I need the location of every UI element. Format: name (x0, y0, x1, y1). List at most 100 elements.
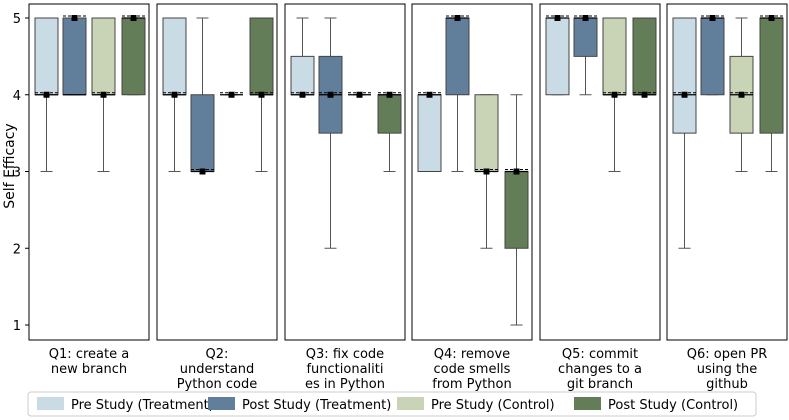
box-iqr (290, 55, 315, 96)
y-axis-ticks: 1 2 3 4 5 (13, 12, 29, 334)
panel-label-line: es in Python (305, 377, 385, 392)
box-3 (91, 17, 116, 172)
box-3 (474, 94, 499, 249)
mean-marker (71, 15, 78, 21)
mean-marker (299, 91, 306, 98)
mean-marker (709, 15, 716, 21)
panel-label: Q5: commit changes to a git branch (558, 347, 642, 392)
y-tick-label: 3 (13, 166, 21, 181)
y-tick-label: 4 (13, 89, 21, 104)
legend-label: Post Study (Control) (608, 398, 738, 413)
panel-5: Q5: commit changes to a git branch (539, 3, 661, 392)
legend-entry: Post Study (Treatment) (208, 397, 391, 413)
panel-frame (28, 3, 150, 341)
legend-swatch (37, 397, 64, 410)
panel-label-line: using the (697, 362, 758, 377)
box-2 (62, 15, 87, 96)
panel-frame (666, 3, 788, 341)
mean-marker (130, 15, 137, 21)
panel-label-line: git branch (567, 377, 633, 392)
mean-marker (454, 15, 461, 21)
box-1 (162, 17, 187, 172)
mean-marker (582, 15, 589, 21)
panel-label-line: Q5: commit (562, 347, 638, 362)
box-iqr (672, 17, 697, 134)
box-1 (417, 91, 442, 172)
mean-marker (738, 91, 745, 98)
box-iqr (504, 171, 529, 249)
mean-marker (100, 91, 107, 98)
box-iqr (573, 17, 598, 57)
legend: Pre Study (Treatment) Post Study (Treatme… (27, 391, 757, 417)
panel-label: Q3: fix code functionaliti es in Python (305, 347, 385, 392)
box-iqr (445, 17, 470, 96)
mean-marker (483, 168, 490, 175)
box-iqr (632, 17, 657, 96)
box-1 (545, 15, 570, 96)
panel-frame (539, 3, 661, 341)
panel-label-line: github (706, 377, 748, 392)
panel-frame (411, 3, 533, 341)
mean-marker (513, 168, 520, 175)
panel-label-line: changes to a (558, 362, 642, 377)
box-2 (573, 15, 598, 96)
legend-entry: Pre Study (Treatment) (37, 397, 214, 413)
box-1 (672, 17, 697, 249)
mean-marker (228, 91, 235, 98)
panel-frame (284, 3, 406, 341)
panel-1: Q1: create a new branch (28, 3, 150, 377)
chart-panels: Q1: create a new branch Q2: understand Pytho… (28, 3, 788, 407)
box-iqr (759, 17, 784, 134)
box-2 (700, 15, 725, 96)
box-4 (632, 17, 657, 98)
mean-marker (199, 168, 206, 175)
panel-label-line: Q4: remove (434, 347, 510, 362)
box-iqr (474, 94, 499, 172)
y-axis-label: Self Efficacy (2, 123, 18, 208)
mean-marker (386, 91, 393, 98)
panel-label-line: Q1: create a (49, 347, 129, 362)
box-4 (249, 17, 274, 172)
legend-swatch (208, 397, 235, 410)
box-iqr (121, 17, 146, 96)
box-iqr (34, 17, 59, 96)
panel-label-line: code smells (434, 362, 511, 377)
box-1 (34, 17, 59, 172)
panel-label-line: Q6: open PR (687, 347, 767, 362)
box-iqr (249, 17, 274, 96)
box-iqr (545, 17, 570, 96)
legend-label: Pre Study (Treatment) (71, 398, 214, 413)
box-2 (445, 15, 470, 172)
y-tick-label: 2 (13, 242, 21, 257)
legend-label: Pre Study (Control) (431, 398, 555, 413)
box-3 (602, 17, 627, 172)
box-iqr (417, 94, 442, 172)
box-2 (318, 17, 343, 249)
box-2 (190, 17, 215, 175)
panel-label-line: Q2: (206, 347, 229, 362)
panel-label: Q2: understand Python code (177, 347, 258, 392)
mean-marker (641, 91, 648, 98)
panel-label-line: understand (180, 362, 254, 377)
box-4 (121, 15, 146, 96)
mean-marker (611, 91, 618, 98)
box-iqr (62, 17, 87, 96)
panel-label-line: Q3: fix code (306, 347, 384, 362)
legend-swatch (574, 397, 601, 410)
legend-entry: Post Study (Control) (574, 397, 738, 413)
box-iqr (91, 17, 116, 96)
mean-marker (768, 15, 775, 21)
mean-marker (327, 91, 334, 98)
mean-marker (43, 91, 50, 98)
box-iqr (190, 94, 215, 172)
y-tick-label: 5 (13, 12, 21, 27)
legend-label: Post Study (Treatment) (242, 398, 391, 413)
panel-label: Q1: create a new branch (49, 347, 129, 377)
box-3 (220, 91, 243, 98)
panel-frame (156, 3, 278, 341)
box-1 (290, 17, 315, 98)
panel-3: Q3: fix code functionaliti es in Python (284, 3, 406, 392)
